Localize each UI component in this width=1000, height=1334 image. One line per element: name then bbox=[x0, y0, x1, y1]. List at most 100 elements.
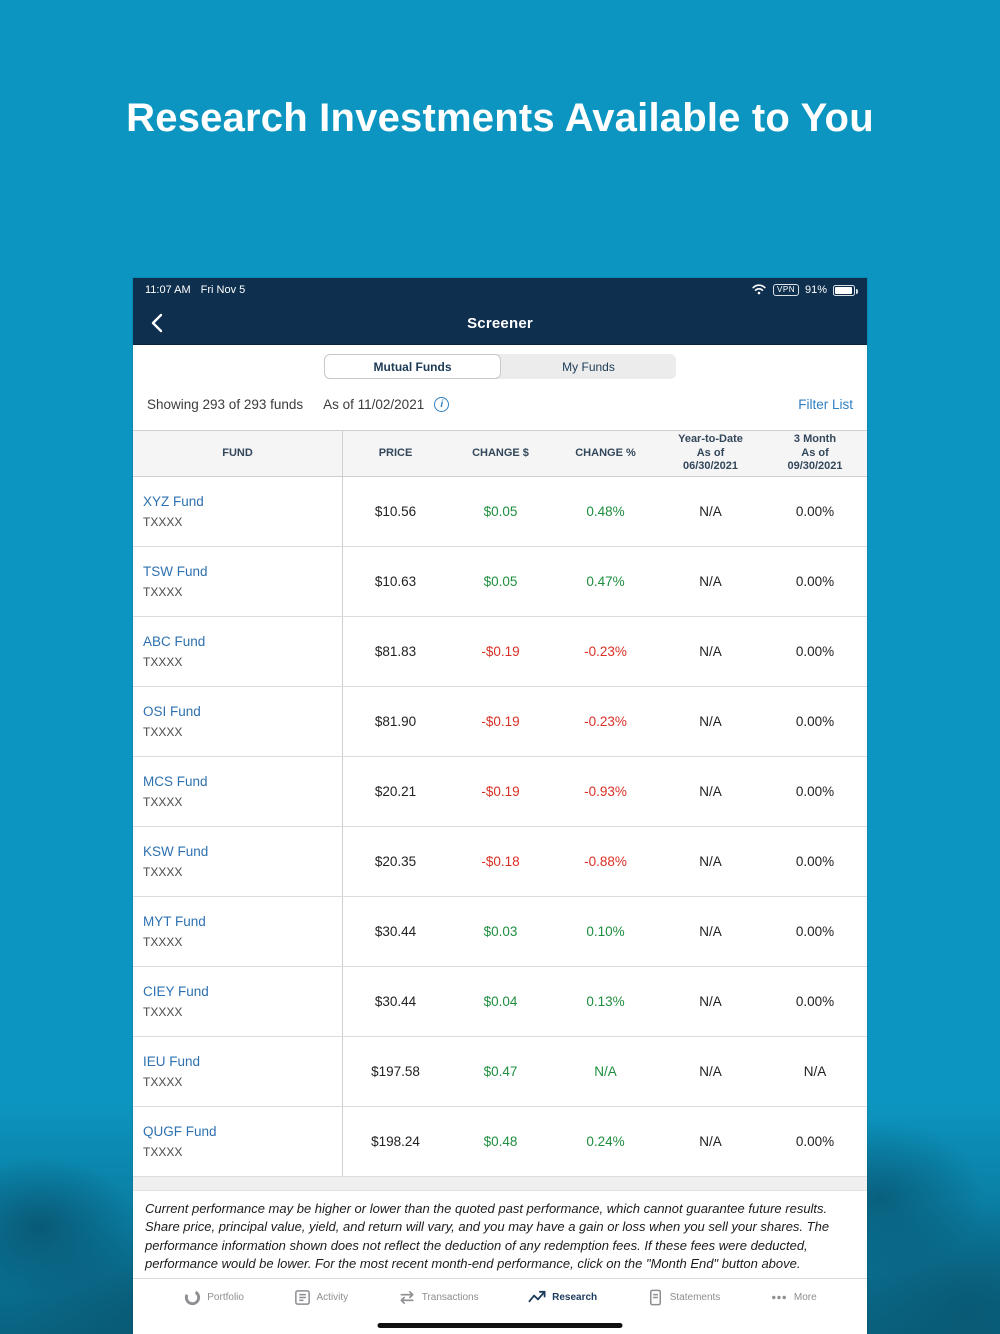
change-dollar-cell: $0.48 bbox=[483, 1134, 518, 1149]
fund-link[interactable]: IEU Fund bbox=[143, 1054, 201, 1069]
transactions-icon bbox=[400, 1290, 414, 1305]
fund-ticker: TXXXX bbox=[143, 1145, 183, 1159]
table-row[interactable]: ABC Fund TXXXX $81.83 -$0.19 -0.23% N/A … bbox=[133, 617, 867, 687]
status-left: 11:07 AM Fri Nov 5 bbox=[145, 284, 245, 296]
header-change-percent[interactable]: CHANGE % bbox=[575, 446, 636, 459]
more-icon bbox=[771, 1295, 786, 1300]
activity-icon bbox=[294, 1290, 310, 1305]
vpn-badge: VPN bbox=[773, 284, 799, 296]
tab-label: Portfolio bbox=[207, 1292, 244, 1303]
change-percent-cell: 0.24% bbox=[586, 1134, 625, 1149]
fund-ticker: TXXXX bbox=[143, 865, 183, 879]
table-footer-band bbox=[133, 1177, 867, 1191]
price-cell: $81.83 bbox=[374, 644, 417, 659]
battery-icon bbox=[833, 284, 858, 296]
tab-label: Activity bbox=[316, 1292, 349, 1303]
fund-link[interactable]: OSI Fund bbox=[143, 704, 201, 719]
fund-cell: XYZ Fund TXXXX bbox=[133, 477, 343, 546]
ytd-cell: N/A bbox=[699, 1064, 722, 1079]
fund-ticker: TXXXX bbox=[143, 935, 183, 949]
fund-link[interactable]: CIEY Fund bbox=[143, 984, 209, 999]
header-price[interactable]: PRICE bbox=[378, 446, 413, 459]
back-button[interactable] bbox=[143, 302, 171, 344]
tab-research[interactable]: Research bbox=[527, 1288, 597, 1307]
tab-my-funds[interactable]: My Funds bbox=[562, 359, 615, 374]
ytd-cell: N/A bbox=[699, 574, 722, 589]
price-cell: $10.56 bbox=[374, 504, 417, 519]
three-month-cell: 0.00% bbox=[795, 574, 835, 589]
tab-statements[interactable]: Statements bbox=[646, 1288, 721, 1307]
home-indicator[interactable] bbox=[377, 1323, 623, 1328]
as-of-date: As of 11/02/2021 bbox=[323, 397, 425, 412]
tab-mutual-funds[interactable]: Mutual Funds bbox=[324, 354, 501, 379]
table-row[interactable]: OSI Fund TXXXX $81.90 -$0.19 -0.23% N/A … bbox=[133, 687, 867, 757]
ytd-cell: N/A bbox=[699, 714, 722, 729]
fund-link[interactable]: QUGF Fund bbox=[143, 1124, 217, 1139]
price-cell: $30.44 bbox=[374, 924, 417, 939]
header-three-month[interactable]: 3 Month As of 09/30/2021 bbox=[787, 432, 843, 473]
table-row[interactable]: IEU Fund TXXXX $197.58 $0.47 N/A N/A N/A bbox=[133, 1037, 867, 1107]
table-row[interactable]: CIEY Fund TXXXX $30.44 $0.04 0.13% N/A 0… bbox=[133, 967, 867, 1037]
info-icon[interactable]: i bbox=[434, 397, 450, 412]
fund-link[interactable]: XYZ Fund bbox=[143, 494, 204, 509]
tab-activity[interactable]: Activity bbox=[293, 1288, 349, 1307]
status-time: 11:07 AM bbox=[145, 284, 191, 296]
status-right: VPN 91% bbox=[751, 283, 858, 298]
screen-title: Screener bbox=[467, 314, 533, 332]
price-cell: $30.44 bbox=[374, 994, 417, 1009]
battery-percent: 91% bbox=[804, 284, 827, 296]
bottom-tab-bar: Portfolio Activity Transactions Resear bbox=[133, 1278, 867, 1334]
table-row[interactable]: MYT Fund TXXXX $30.44 $0.03 0.10% N/A 0.… bbox=[133, 897, 867, 967]
change-percent-cell: 0.13% bbox=[586, 994, 625, 1009]
screen-content: Mutual Funds My Funds Showing 293 of 293… bbox=[133, 345, 867, 1278]
three-month-cell: 0.00% bbox=[795, 784, 835, 799]
table-row[interactable]: XYZ Fund TXXXX $10.56 $0.05 0.48% N/A 0.… bbox=[133, 477, 867, 547]
tab-label: Statements bbox=[669, 1292, 721, 1303]
change-percent-cell: -0.23% bbox=[584, 644, 627, 659]
ytd-cell: N/A bbox=[699, 644, 722, 659]
table-row[interactable]: MCS Fund TXXXX $20.21 -$0.19 -0.93% N/A … bbox=[133, 757, 867, 827]
fund-link[interactable]: KSW Fund bbox=[143, 844, 209, 859]
nav-bar: Screener bbox=[133, 302, 867, 345]
change-percent-cell: -0.23% bbox=[584, 714, 627, 729]
price-cell: $81.90 bbox=[374, 714, 417, 729]
tab-label: Research bbox=[552, 1292, 598, 1303]
fund-link[interactable]: TSW Fund bbox=[143, 564, 208, 579]
fund-link[interactable]: MYT Fund bbox=[143, 914, 206, 929]
tab-transactions[interactable]: Transactions bbox=[397, 1288, 479, 1307]
wifi-icon bbox=[751, 283, 767, 298]
change-dollar-cell: $0.05 bbox=[483, 504, 518, 519]
filter-list-link[interactable]: Filter List bbox=[798, 397, 853, 412]
change-dollar-cell: -$0.19 bbox=[481, 644, 520, 659]
price-cell: $198.24 bbox=[371, 1134, 420, 1149]
three-month-cell: 0.00% bbox=[795, 994, 835, 1009]
tab-label: More bbox=[793, 1292, 817, 1303]
ytd-cell: N/A bbox=[699, 854, 722, 869]
header-ytd[interactable]: Year-to-Date As of 06/30/2021 bbox=[678, 432, 743, 473]
fund-ticker: TXXXX bbox=[143, 1075, 183, 1089]
change-dollar-cell: $0.47 bbox=[483, 1064, 518, 1079]
change-percent-cell: N/A bbox=[594, 1064, 617, 1079]
page-title: Research Investments Available to You bbox=[126, 96, 874, 140]
header-change-dollar[interactable]: CHANGE $ bbox=[472, 446, 529, 459]
ytd-cell: N/A bbox=[699, 504, 722, 519]
three-month-cell: 0.00% bbox=[795, 714, 835, 729]
tab-more[interactable]: More bbox=[769, 1288, 817, 1307]
change-dollar-cell: -$0.19 bbox=[481, 784, 520, 799]
fund-ticker: TXXXX bbox=[143, 585, 183, 599]
tab-portfolio[interactable]: Portfolio bbox=[183, 1288, 244, 1307]
fund-link[interactable]: MCS Fund bbox=[143, 774, 208, 789]
table-row[interactable]: KSW Fund TXXXX $20.35 -$0.18 -0.88% N/A … bbox=[133, 827, 867, 897]
ytd-cell: N/A bbox=[699, 924, 722, 939]
ytd-cell: N/A bbox=[699, 784, 722, 799]
performance-disclaimer: Current performance may be higher or low… bbox=[145, 1201, 830, 1272]
change-percent-cell: -0.93% bbox=[584, 784, 627, 799]
table-row[interactable]: TSW Fund TXXXX $10.63 $0.05 0.47% N/A 0.… bbox=[133, 547, 867, 617]
fund-link[interactable]: ABC Fund bbox=[143, 634, 206, 649]
fund-ticker: TXXXX bbox=[143, 725, 183, 739]
three-month-cell: 0.00% bbox=[795, 924, 835, 939]
status-date: Fri Nov 5 bbox=[200, 284, 246, 296]
header-fund[interactable]: FUND bbox=[133, 431, 343, 476]
ytd-cell: N/A bbox=[699, 994, 722, 1009]
table-row[interactable]: QUGF Fund TXXXX $198.24 $0.48 0.24% N/A … bbox=[133, 1107, 867, 1177]
